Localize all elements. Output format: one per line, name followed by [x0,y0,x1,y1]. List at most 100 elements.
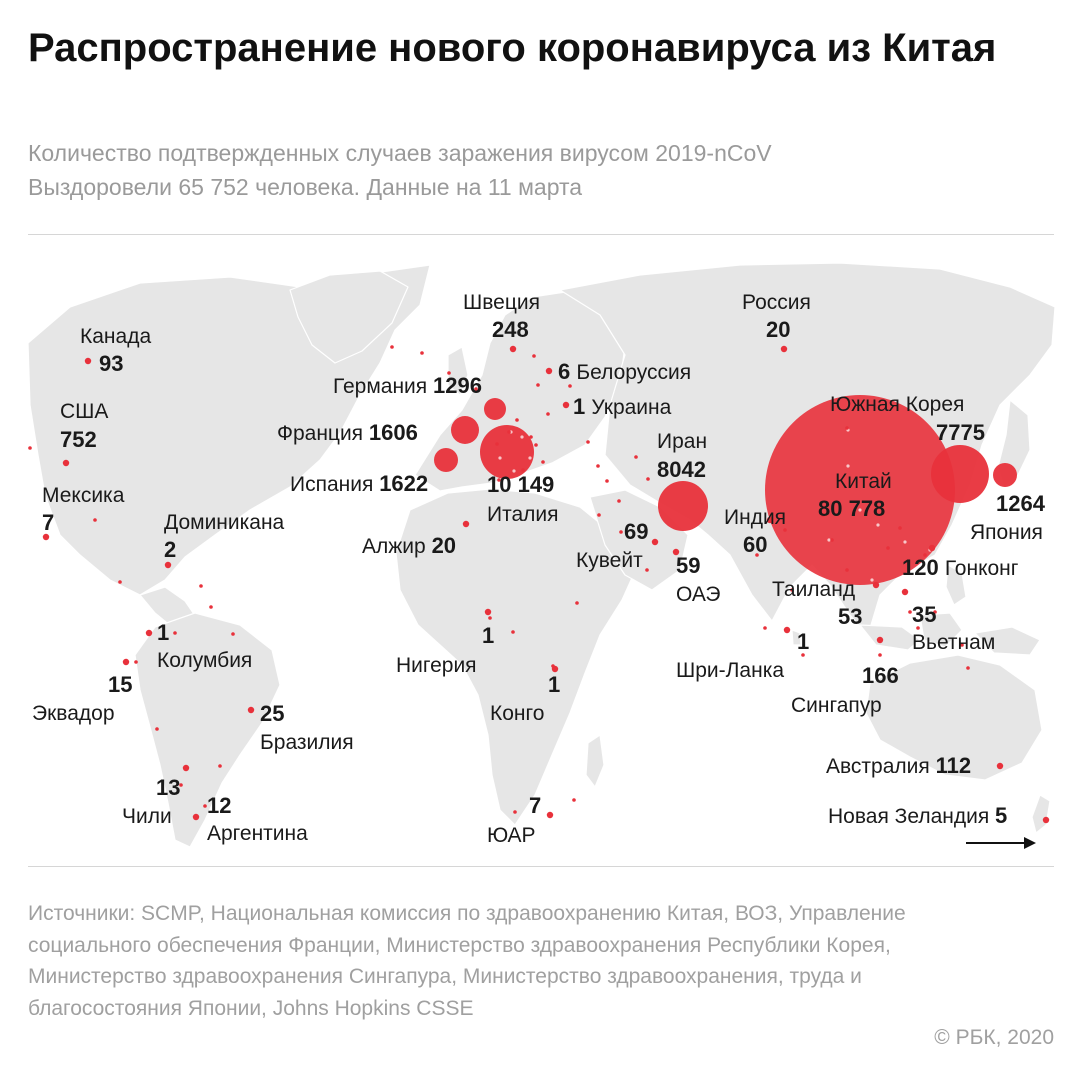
right-arrow-icon [966,837,1036,849]
minor-case-dot [209,605,213,609]
minor-case-dot [605,479,609,483]
minor-case-dot [763,626,767,630]
country-name-label: Япония [970,521,1043,544]
case-dot-country-15 [562,401,570,409]
case-count-label: 7775 [936,420,985,445]
land-new-guinea [974,626,1041,656]
case-bubbles [434,395,1017,585]
country-case-label: 1 Украина [573,394,672,419]
country-case-label: Алжир 20 [362,533,456,558]
minor-case-dots [28,345,1050,824]
minor-case-dot [507,430,511,434]
case-count-label: 20 [766,317,790,342]
minor-case-dot [179,783,183,787]
minor-case-dot [572,798,576,802]
country-name-label: Иран [657,430,707,453]
land-indonesia [859,624,921,651]
minor-case-dot [231,632,235,636]
minor-case-dot [155,727,159,731]
city-point [512,469,516,473]
case-bubble-country-21 [658,481,708,531]
case-bubble-country-13 [480,425,534,479]
case-dot-country-22 [651,538,659,546]
case-count-label: 69 [624,519,648,544]
minor-case-dot [488,616,492,620]
minor-case-dot [390,345,394,349]
case-count-label: 248 [492,317,529,342]
sources-note: Источники: SCMP, Национальная комиссия п… [28,902,906,1020]
country-case-label: 120 Гонконг [902,555,1019,580]
case-count-label: 1 [482,623,494,648]
case-dot-country-24 [766,516,774,524]
city-point [498,456,502,460]
case-dot-country-1 [62,459,70,467]
country-labels: Канада 93 США 752 Мексика 7 Доминикана 2 1 Колумб… [32,291,1046,847]
case-count-label: 59 [676,553,700,578]
country-name-label: Кувейт [576,549,643,572]
minor-case-dot [420,351,424,355]
case-bubble-country-11 [451,416,479,444]
minor-case-dot [619,530,623,534]
land-australia [865,654,1043,781]
country-name-label: Таиланд [772,578,855,601]
country-name-label: Китай [835,470,892,493]
country-name-label: ЮАР [487,824,536,847]
minor-case-dot [821,513,825,517]
copyright: © РБК, 2020 [934,1026,1054,1049]
case-count-label: 1 [797,629,809,654]
minor-case-dot [513,810,517,814]
minor-case-dot [474,387,478,391]
country-case-label: Германия 1296 [333,373,482,398]
minor-case-dot [966,666,970,670]
case-dot-country-33 [996,762,1004,770]
world-map: Канада 93 США 752 Мексика 7 Доминикана 2 1 Колумб… [27,262,1056,848]
minor-case-dot [93,518,97,522]
case-bubble-country-28 [931,445,989,503]
minor-case-dot [830,538,834,542]
land-sri-lanka [791,629,802,646]
top-divider [28,234,1054,235]
country-case-label: Испания 1622 [290,471,428,496]
minor-case-dot [447,371,451,375]
land-south-america [134,612,281,848]
case-dot-country-20 [780,345,788,353]
city-point [876,523,880,527]
minor-case-dot [541,460,545,464]
minor-case-dot [645,568,649,572]
minor-case-dot [28,446,32,450]
country-name-label: Вьетнам [912,631,995,654]
case-dot-country-7 [182,764,190,772]
country-name-label: ОАЭ [676,583,721,606]
minor-case-dot [568,384,572,388]
minor-case-dot [497,478,501,482]
case-dot-country-18 [551,665,559,673]
country-name-label: Эквадор [32,702,115,725]
case-dot-country-26 [872,581,880,589]
minor-case-dot [203,804,207,808]
case-dot-country-2 [42,533,50,541]
minor-case-dot [845,568,849,572]
minor-case-dot [790,588,794,592]
country-name-label: Индия [724,506,786,529]
case-dot-country-31 [901,588,909,596]
minor-case-dot [529,435,533,439]
minor-case-dot [495,442,499,446]
land-madagascar [585,734,605,788]
bottom-divider [28,866,1054,867]
case-dot-country-3 [164,561,172,569]
infographic-subtitle: Количество подтвержденных случаев зараже… [28,136,1048,204]
minor-case-dot [916,626,920,630]
country-name-label: Бразилия [260,731,354,754]
case-dot-country-34 [1042,816,1050,824]
case-dot-country-17 [484,608,492,616]
city-point [903,540,907,544]
city-point [827,538,831,542]
minor-case-dot [597,513,601,517]
case-count-label: 1 [548,672,560,697]
country-name-label: Шри-Ланка [676,659,784,682]
case-count-label: 12 [207,793,231,818]
minor-case-dot [199,584,203,588]
country-name-label: Южная Корея [830,393,964,416]
case-dot-country-19 [546,811,554,819]
case-dot-country-23 [672,548,680,556]
